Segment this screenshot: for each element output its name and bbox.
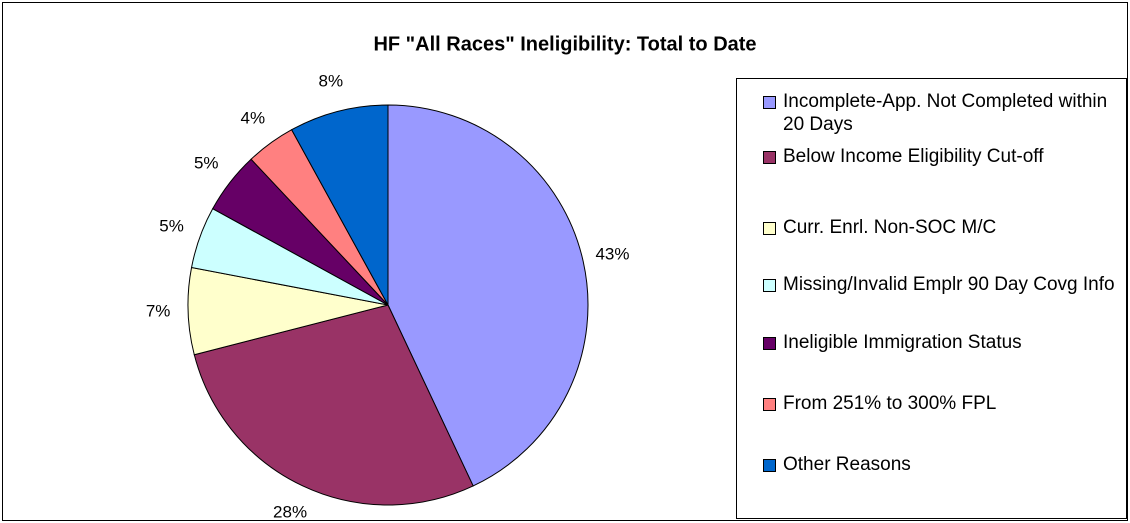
slice-label: 4% [241,108,266,127]
legend-swatch [763,279,776,292]
legend-label: Missing/Invalid Emplr 90 Day Covg Info [783,274,1115,295]
legend-label: Ineligible Immigration Status [783,332,1022,353]
legend-swatch [763,151,776,164]
slice-label: 28% [273,503,307,522]
legend-label: Incomplete-App. Not Completed within 20 … [783,91,1108,135]
legend-swatch [763,398,776,411]
legend-swatch [763,459,776,472]
pie-slice [290,104,389,306]
slice-label: 5% [194,154,219,173]
legend-swatch [763,96,776,109]
slice-label: 7% [146,302,171,321]
legend-label: From 251% to 300% FPL [783,393,997,414]
slice-label: 8% [319,72,344,91]
chart-title: HF "All Races" Ineligibility: Total to D… [373,33,756,55]
legend-swatch [763,337,776,350]
legend-label: Other Reasons [783,454,911,475]
legend-swatch [763,222,776,235]
legend-label: Below Income Eligibility Cut-off [783,146,1044,167]
legend-frame [736,78,1127,519]
pie-slice [387,104,589,487]
slice-label: 43% [595,244,629,263]
pie-slice [193,304,474,506]
slice-label: 5% [159,217,184,236]
legend-label: Curr. Enrl. Non-SOC M/C [783,217,997,238]
